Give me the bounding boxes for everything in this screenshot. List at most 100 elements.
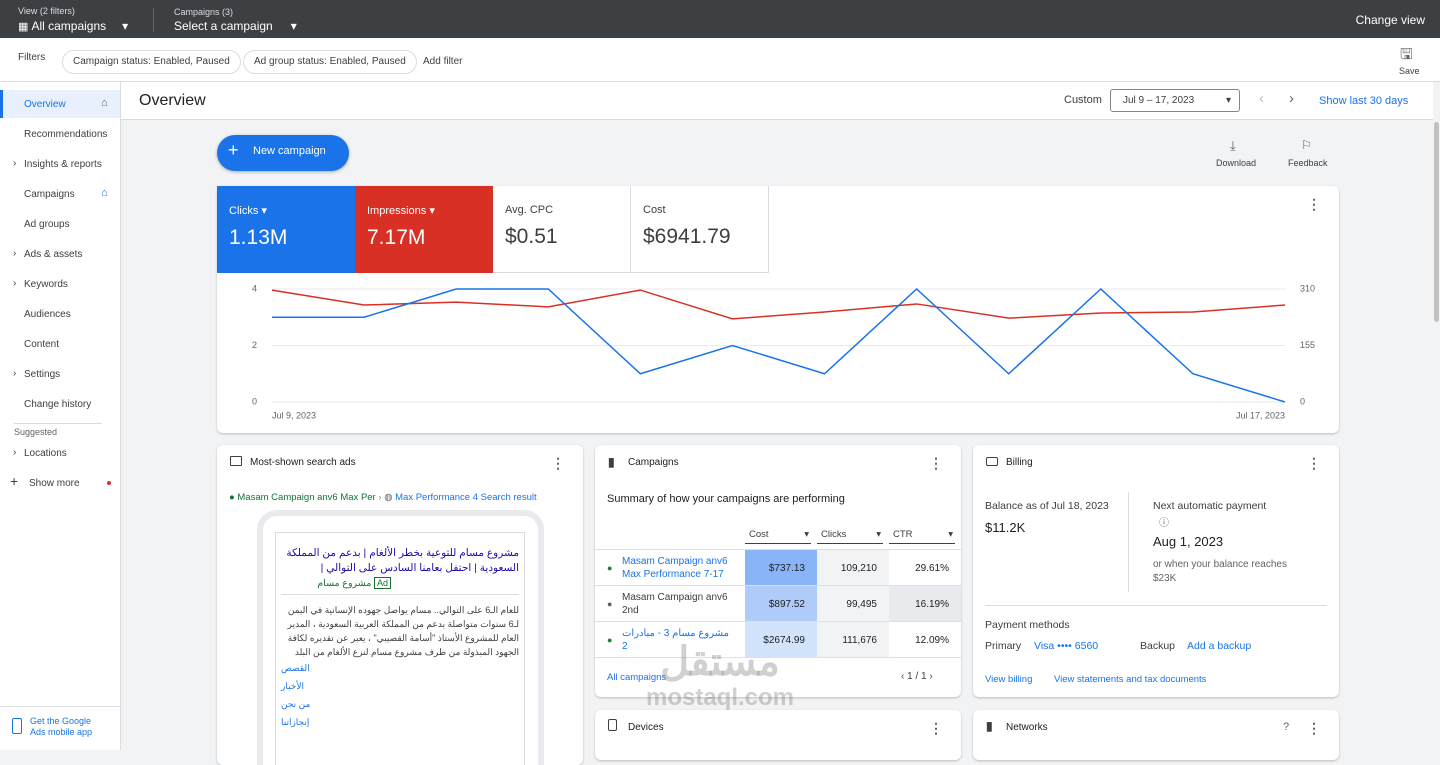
more-menu[interactable]: ⋮ <box>1307 455 1321 471</box>
column-header[interactable]: Clicks ▾ <box>817 529 883 544</box>
home-icon: ⌂ <box>101 187 108 199</box>
custom-label: Custom <box>1064 94 1102 106</box>
balance-label: Balance as of Jul 18, 2023 <box>985 500 1109 512</box>
x-tick-label: Jul 17, 2023 <box>1236 410 1285 420</box>
nav-item[interactable]: Campaigns <box>24 189 75 200</box>
ad-preview <box>275 532 525 765</box>
table-cell: $897.52 <box>745 586 817 622</box>
download-label[interactable]: Download <box>1216 158 1257 168</box>
column-header[interactable]: CTR ▾ <box>889 529 955 544</box>
mobile-app-link[interactable]: Get the Google Ads mobile app <box>30 716 92 738</box>
nav-item[interactable]: Keywords <box>24 279 68 290</box>
table-cell: $737.13 <box>745 550 817 586</box>
nav-item[interactable]: Locations <box>24 448 67 459</box>
campaign-name[interactable]: Masam Campaign anv6 2nd <box>622 592 728 616</box>
divider <box>1128 492 1129 592</box>
sitelink[interactable]: إنجازاتنا <box>281 717 310 727</box>
pager-text: 1 / 1 <box>907 671 927 682</box>
metric-value: $0.51 <box>505 225 558 248</box>
more-menu[interactable]: ⋮ <box>929 720 943 736</box>
add-filter[interactable]: Add filter <box>423 56 463 67</box>
view-value-text: All campaigns <box>31 19 107 33</box>
nav-item[interactable]: Overview <box>24 99 66 110</box>
more-menu[interactable]: ⋮ <box>1307 720 1321 736</box>
view-statements[interactable]: View statements and tax documents <box>1054 674 1207 685</box>
nav-chevron: › <box>13 158 17 169</box>
campaign-select-text: Select a campaign <box>174 19 273 33</box>
performance-chart: 0 2 4 0 155 310 Jul 9, 2023 Jul 17, 2023 <box>252 283 1315 420</box>
primary-label: Primary <box>985 640 1022 652</box>
sitelink[interactable]: الأخبار <box>281 681 305 691</box>
divider <box>14 423 102 424</box>
sitelink[interactable]: من نحن <box>281 699 311 709</box>
nav-item[interactable]: Ads & assets <box>24 249 83 260</box>
balance-value: $11.2K <box>985 520 1026 535</box>
more-menu[interactable]: ⋮ <box>929 455 943 471</box>
devices-icon <box>608 719 617 731</box>
column-name: CTR <box>893 529 913 540</box>
table-cell: 16.19% <box>889 586 961 622</box>
billing-card: Billing ⋮ Balance as of Jul 18, 2023 $11… <box>973 445 1339 697</box>
help-icon[interactable]: ⓘ <box>1159 518 1169 529</box>
nav-item[interactable]: Show more <box>29 478 80 489</box>
more-menu[interactable]: ⋮ <box>551 455 565 471</box>
campaign-select[interactable]: Select a campaign ▾ <box>174 19 297 33</box>
nav-item[interactable]: Settings <box>24 369 61 380</box>
bar-icon: ▮ <box>986 719 993 733</box>
save-label[interactable]: Save <box>1399 66 1420 76</box>
devices-card: Devices ⋮ <box>595 710 961 760</box>
pager[interactable]: ‹ 1 / 1 › <box>901 671 933 682</box>
ads-card: Most-shown search ads ⋮ ● Masam Campaign… <box>217 445 583 765</box>
campaigns-summary: Summary of how your campaigns are perfor… <box>607 493 845 505</box>
feedback-icon[interactable]: ⚐ <box>1301 138 1312 152</box>
add-backup[interactable]: Add a backup <box>1187 640 1252 652</box>
nav-item[interactable]: Ad groups <box>24 219 70 230</box>
metric-tile[interactable]: Clicks ▾ 1.13M <box>217 186 355 273</box>
phone-icon <box>12 718 22 734</box>
view-billing[interactable]: View billing <box>985 674 1033 685</box>
date-range-text: Jul 9 – 17, 2023 <box>1123 95 1195 106</box>
all-campaigns-link[interactable]: All campaigns <box>607 672 667 683</box>
nav-item[interactable]: Change history <box>24 399 92 410</box>
save-icon[interactable]: 🖫 <box>1400 46 1413 63</box>
filters-label: Filters <box>18 52 46 63</box>
show-last[interactable]: Show last 30 days <box>1319 95 1409 107</box>
nav-item[interactable]: Insights & reports <box>24 159 102 170</box>
filter-chip[interactable]: Ad group status: Enabled, Paused <box>243 50 417 74</box>
nav-item[interactable]: Content <box>24 339 60 350</box>
view-value[interactable]: ▦ All campaigns ▾ <box>18 19 129 33</box>
divider <box>0 706 120 707</box>
primary-card[interactable]: Visa •••• 6560 <box>1034 640 1099 652</box>
date-range[interactable]: Jul 9 – 17, 2023 ▾ <box>1110 89 1240 112</box>
column-header[interactable]: Cost ▾ <box>745 529 811 544</box>
campaign-name[interactable]: Masam Campaign anv6 Max Performance 7-17 <box>622 556 728 580</box>
nav-chevron: › <box>13 368 17 379</box>
new-campaign-button[interactable]: + New campaign <box>217 135 349 171</box>
x-tick-label: Jul 9, 2023 <box>272 410 316 420</box>
download-icon[interactable]: ⤓ <box>1230 138 1236 153</box>
sitelink[interactable]: القصص <box>281 663 310 673</box>
performance-card: Clicks ▾ 1.13M Impressions ▾ 7.17M Avg. CPC $… <box>217 186 1339 433</box>
metric-tile[interactable]: Cost $6941.79 <box>631 186 769 273</box>
nav-item[interactable]: Audiences <box>24 309 71 320</box>
campaign-name[interactable]: مشروع مسام 3 - مبادرات 2 <box>622 628 730 652</box>
networks-card: ▮ Networks ? ⋮ <box>973 710 1339 760</box>
ad-tag: Ad <box>373 577 391 589</box>
metric-tile[interactable]: Impressions ▾ 7.17M <box>355 186 493 273</box>
feedback-label[interactable]: Feedback <box>1288 158 1328 168</box>
filter-chip[interactable]: Campaign status: Enabled, Paused <box>62 50 241 74</box>
next-arrow[interactable]: › <box>1289 90 1294 107</box>
ad-description: للعام الـ6 على التوالي.. مسام يواصل جهود… <box>287 605 519 657</box>
table-cell: 109,210 <box>817 550 889 586</box>
more-menu[interactable]: ⋮ <box>1307 196 1321 212</box>
side-nav: Overview ⌂ Recommendations › Insights & repo… <box>0 82 121 750</box>
nav-item[interactable]: Recommendations <box>24 129 108 140</box>
change-view[interactable]: Change view <box>1355 13 1425 27</box>
status-dot: ● <box>607 563 613 573</box>
y2-tick-label: 310 <box>1300 283 1315 293</box>
prev-arrow[interactable]: ‹ <box>1259 90 1264 107</box>
help-icon[interactable]: ? <box>1283 721 1290 733</box>
metric-tile[interactable]: Avg. CPC $0.51 <box>493 186 631 273</box>
ad-links: القصص الأخبار من نحن إنجازاتنا <box>281 659 519 731</box>
